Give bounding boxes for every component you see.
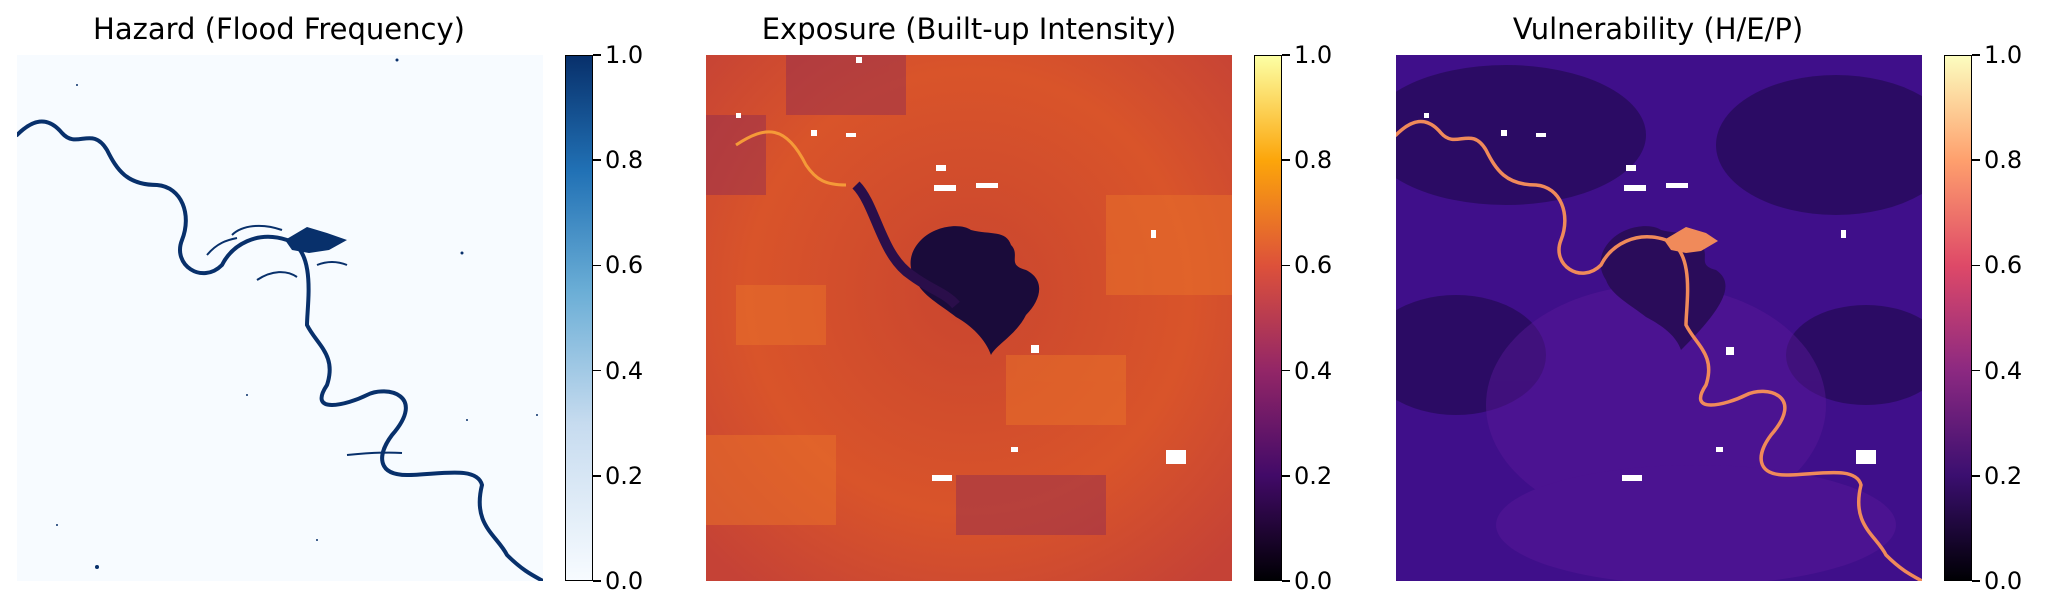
hazard-colorbar [565,55,593,581]
exposure-colorbar-tick [1282,475,1290,477]
hazard-colorbar-tick [593,370,601,372]
vulnerability-map [1396,55,1922,581]
exposure-colorbar-tick [1282,159,1290,161]
exposure-colorbar [1254,55,1282,581]
vulnerability-colorbar-tick-label: 0.6 [1984,253,2022,277]
vulnerability-colorbar-tick [1972,580,1980,582]
hazard-flood-map [17,55,543,581]
exposure-colorbar-tick [1282,580,1290,582]
hazard-colorbar-tick [593,580,601,582]
exposure-colorbar-tick-label: 0.6 [1294,253,1332,277]
vulnerability-colorbar-tick [1972,54,1980,56]
exposure-colorbar-tick [1282,370,1290,372]
hazard-colorbar-tick-label: 0.6 [605,253,643,277]
vulnerability-colorbar-tick [1972,265,1980,267]
exposure-colorbar-tick [1282,54,1290,56]
vulnerability-colorbar-tick-label: 0.8 [1984,148,2022,172]
hazard-colorbar-tick-label: 1.0 [605,43,643,67]
hazard-colorbar-tick-label: 0.2 [605,464,643,488]
exposure-colorbar-tick-label: 0.0 [1294,569,1332,593]
exposure-colorbar-tick-label: 0.4 [1294,359,1332,383]
hazard-colorbar-tick [593,54,601,56]
vulnerability-colorbar [1944,55,1972,581]
vulnerability-panel-title: Vulnerability (H/E/P) [1395,12,1921,46]
exposure-colorbar-tick-label: 1.0 [1294,43,1332,67]
hazard-colorbar-tick-label: 0.0 [605,569,643,593]
hazard-panel-title: Hazard (Flood Frequency) [16,12,542,46]
exposure-builtup-map [706,55,1232,581]
vulnerability-colorbar-tick-label: 0.0 [1984,569,2022,593]
exposure-colorbar-tick-label: 0.8 [1294,148,1332,172]
vulnerability-colorbar-tick [1972,159,1980,161]
vulnerability-colorbar-tick [1972,370,1980,372]
hazard-colorbar-tick-label: 0.8 [605,148,643,172]
vulnerability-colorbar-tick [1972,475,1980,477]
hazard-colorbar-tick [593,265,601,267]
hazard-colorbar-tick [593,475,601,477]
exposure-panel-title: Exposure (Built-up Intensity) [706,12,1232,46]
vulnerability-colorbar-tick-label: 1.0 [1984,43,2022,67]
vulnerability-colorbar-tick-label: 0.4 [1984,359,2022,383]
hazard-colorbar-tick [593,159,601,161]
exposure-colorbar-tick-label: 0.2 [1294,464,1332,488]
exposure-colorbar-tick [1282,265,1290,267]
hazard-colorbar-tick-label: 0.4 [605,359,643,383]
vulnerability-colorbar-tick-label: 0.2 [1984,464,2022,488]
